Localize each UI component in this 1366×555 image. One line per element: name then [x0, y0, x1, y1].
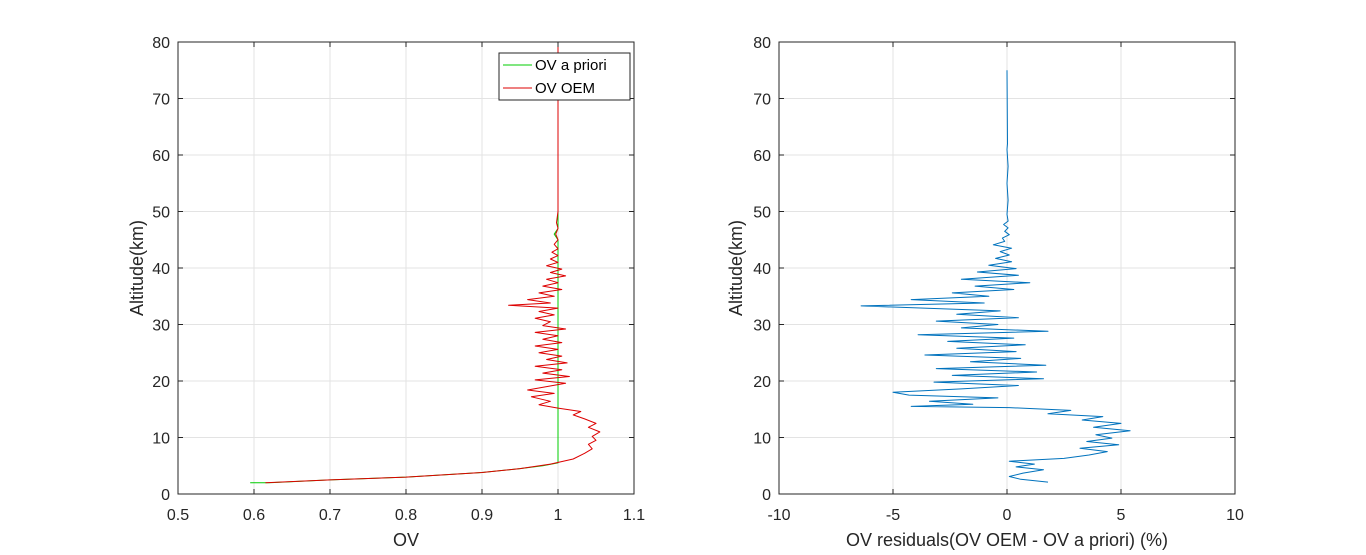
right-plot-ticks: -10 -5 0 5 10 0 10 20 30 40 50 60 70 80 — [753, 35, 1244, 524]
y-tick-label: 40 — [152, 261, 170, 278]
y-tick-label: 40 — [753, 261, 771, 278]
y-tick-label: 10 — [753, 431, 771, 448]
y-tick-label: 30 — [753, 318, 771, 335]
legend-label-ov-a-priori: OV a priori — [535, 57, 607, 74]
right-plot-residuals: -10 -5 0 5 10 0 10 20 30 40 50 60 70 80 OV residuals(… — [726, 35, 1244, 550]
x-tick-label: -5 — [886, 507, 900, 524]
y-tick-label: 80 — [753, 35, 771, 52]
y-tick-label: 0 — [161, 487, 170, 504]
left-plot-xlabel: OV — [393, 530, 419, 550]
y-tick-label: 10 — [152, 431, 170, 448]
right-plot-series — [860, 70, 1131, 483]
left-plot-series — [250, 42, 601, 484]
series-line-ov-oem — [265, 42, 601, 484]
right-plot-xlabel: OV residuals(OV OEM - OV a priori) (%) — [846, 530, 1168, 550]
legend-label-ov-oem: OV OEM — [535, 80, 595, 97]
x-tick-label: 5 — [1117, 507, 1126, 524]
x-tick-label: 1.1 — [623, 507, 645, 524]
x-tick-label: 1 — [554, 507, 563, 524]
series-line-residuals — [860, 70, 1131, 483]
legend-box — [498, 52, 631, 101]
x-tick-label: 0.6 — [243, 507, 265, 524]
x-tick-label: 0.9 — [471, 507, 493, 524]
y-tick-label: 60 — [753, 148, 771, 165]
left-plot-legend: OV a priori OV OEM — [498, 52, 631, 101]
x-tick-label: -10 — [767, 507, 790, 524]
y-tick-label: 30 — [152, 318, 170, 335]
x-tick-label: 0 — [1003, 507, 1012, 524]
y-tick-label: 70 — [152, 92, 170, 109]
y-tick-label: 60 — [152, 148, 170, 165]
y-tick-label: 70 — [753, 92, 771, 109]
y-tick-label: 80 — [152, 35, 170, 52]
y-tick-label: 20 — [753, 374, 771, 391]
y-tick-label: 0 — [762, 487, 771, 504]
x-tick-label: 0.5 — [167, 507, 189, 524]
x-tick-label: 0.7 — [319, 507, 341, 524]
left-plot-ov: 0.5 0.6 0.7 0.8 0.9 1 1.1 0 10 20 30 40 50 60 70 80 OV … — [127, 35, 645, 550]
x-tick-label: 10 — [1226, 507, 1244, 524]
x-tick-label: 0.8 — [395, 507, 417, 524]
right-plot-ylabel: Altitude(km) — [726, 220, 746, 316]
y-tick-label: 50 — [152, 205, 170, 222]
y-tick-label: 50 — [753, 205, 771, 222]
left-plot-ticks: 0.5 0.6 0.7 0.8 0.9 1 1.1 0 10 20 30 40 50 60 70 80 — [152, 35, 645, 524]
left-plot-ylabel: Altitude(km) — [127, 220, 147, 316]
y-tick-label: 20 — [152, 374, 170, 391]
